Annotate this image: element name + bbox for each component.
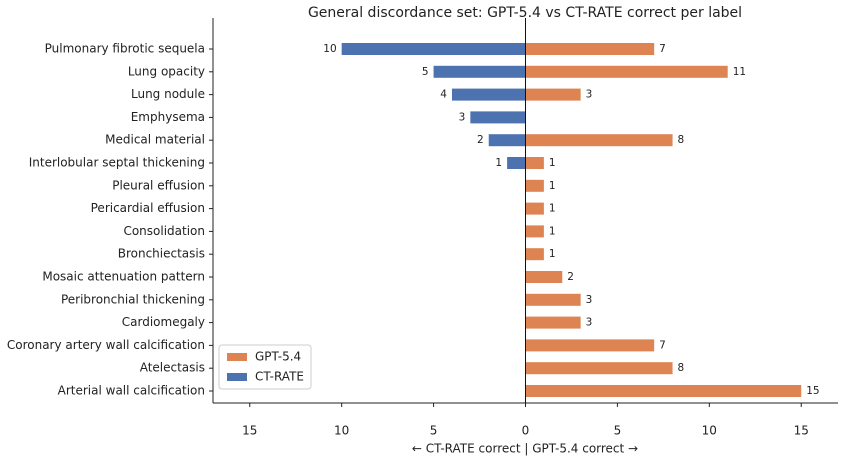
y-tick-label: Interlobular septal thickening xyxy=(29,156,205,170)
data-label: 15 xyxy=(806,385,819,397)
y-tick-label: Lung opacity xyxy=(128,64,205,78)
bar xyxy=(525,385,802,397)
data-label: 1 xyxy=(549,225,556,237)
y-tick-label: Lung nodule xyxy=(131,87,205,101)
data-label: 2 xyxy=(567,271,574,283)
y-tick-label: Arterial wall calcification xyxy=(58,384,205,398)
y-tick-label: Bronchiectasis xyxy=(118,247,205,261)
x-tick-label: 15 xyxy=(794,424,809,438)
legend-swatch xyxy=(227,353,247,361)
data-label: 3 xyxy=(586,294,593,306)
data-label: 5 xyxy=(422,66,429,78)
bar xyxy=(525,293,581,306)
bar xyxy=(341,43,526,55)
data-label: 3 xyxy=(586,89,593,101)
bar xyxy=(525,65,728,78)
bar xyxy=(525,157,544,169)
y-tick-label: Pulmonary fibrotic sequela xyxy=(45,42,205,56)
y-tick-label: Pleural effusion xyxy=(112,178,205,192)
y-tick-label: Consolidation xyxy=(123,224,205,238)
x-axis-label: ← CT-RATE correct | GPT-5.4 correct → xyxy=(412,442,638,456)
y-tick-label: Peribronchial thickening xyxy=(61,292,205,306)
bar xyxy=(525,248,544,261)
x-tick-label: 10 xyxy=(334,424,349,438)
data-label: 11 xyxy=(733,66,746,78)
bar xyxy=(525,88,581,101)
bar xyxy=(525,225,544,238)
y-tick-label: Medical material xyxy=(105,133,205,147)
data-label: 1 xyxy=(549,203,556,215)
bar xyxy=(525,134,673,147)
bar xyxy=(525,362,673,375)
y-tick-label: Pericardial effusion xyxy=(91,201,205,215)
x-tick-label: 0 xyxy=(522,424,530,438)
data-label: 10 xyxy=(323,43,336,55)
data-label: 1 xyxy=(549,248,556,260)
x-tick-label: 10 xyxy=(702,424,717,438)
bar xyxy=(525,316,581,329)
x-tick-label: 5 xyxy=(614,424,622,438)
data-label: 1 xyxy=(549,180,556,192)
y-tick-label: Coronary artery wall calcification xyxy=(7,338,205,352)
data-label: 1 xyxy=(549,157,556,169)
data-label: 8 xyxy=(678,134,685,146)
y-tick-label: Mosaic attenuation pattern xyxy=(42,270,205,284)
legend-swatch xyxy=(227,373,247,381)
data-label: 3 xyxy=(459,111,466,123)
x-tick-label: 5 xyxy=(430,424,438,438)
bar xyxy=(525,43,655,55)
data-label: 4 xyxy=(440,89,447,101)
bar xyxy=(525,179,544,192)
y-tick-label: Emphysema xyxy=(131,110,205,124)
data-label: 3 xyxy=(586,317,593,329)
data-label: 2 xyxy=(477,134,484,146)
bar xyxy=(470,111,526,124)
data-label: 7 xyxy=(659,43,666,55)
bar xyxy=(451,88,526,101)
y-tick-label: Cardiomegaly xyxy=(122,315,205,329)
bar xyxy=(525,271,563,283)
bar xyxy=(525,339,655,352)
bar xyxy=(488,134,526,147)
y-tick-label: Atelectasis xyxy=(140,361,205,375)
x-tick-label: 15 xyxy=(242,424,257,438)
bar xyxy=(525,202,544,215)
data-label: 7 xyxy=(659,339,666,351)
data-label: 8 xyxy=(678,362,685,374)
data-label: 1 xyxy=(495,157,502,169)
bar xyxy=(507,157,526,169)
legend-label: GPT-5.4 xyxy=(255,350,301,364)
bar xyxy=(433,65,526,78)
chart-title: General discordance set: GPT-5.4 vs CT-R… xyxy=(308,5,742,21)
legend-label: CT-RATE xyxy=(255,370,304,384)
